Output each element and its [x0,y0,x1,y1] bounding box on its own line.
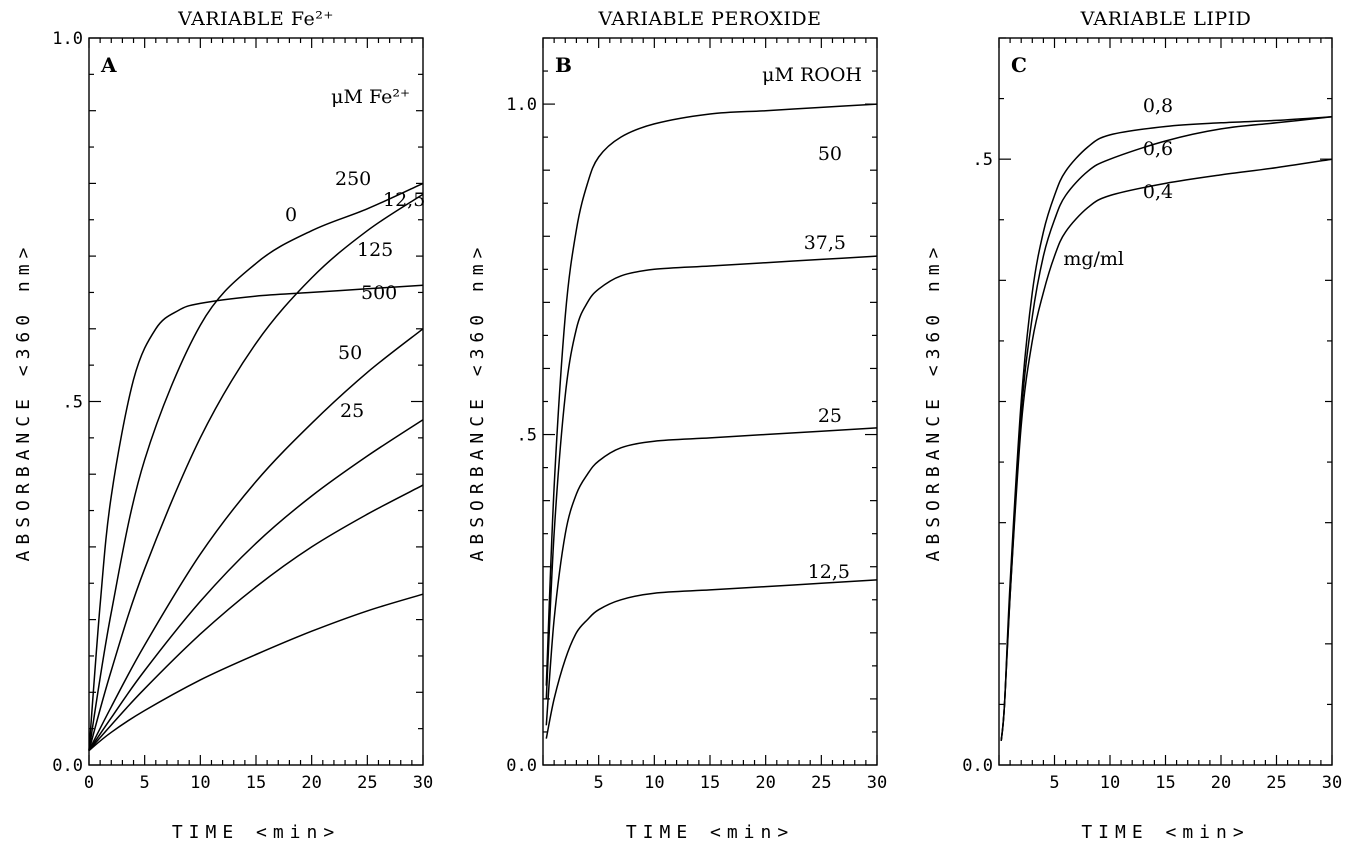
series-line-12-5 [545,579,878,739]
x-axis-label: TIME <min> [172,822,340,843]
panel-b: VARIABLE PEROXIDE B μM ROOH 5 10 15 20 25 30 0.0.… [467,8,887,843]
series-line-0-4 [1000,158,1333,741]
series-line-25 [88,419,424,751]
x-tick-label: 20 [1211,773,1231,793]
series-line-37-5 [545,255,878,699]
series-label: 500 [361,282,397,304]
series-line-500 [88,284,424,751]
series-line-0 [88,593,424,752]
series-line-125 [88,193,424,751]
series-label: 50 [338,342,362,364]
x-tick-label: 25 [811,773,831,793]
x-tick-label: 5 [1049,773,1059,793]
series-line-50 [88,328,424,751]
unit-label: mg/ml [1063,248,1124,270]
x-tick-label: 30 [413,773,433,793]
panel-a: VARIABLE Fe²⁺ AμM Fe²⁺ 0 5 10 15 20 25 30 0.0 .5 1.… [13,8,433,843]
y-axis-label: ABSORBANCE <360 nm> [923,242,944,562]
panel-c: VARIABLE LIPID Cmg/ml 5 10 15 20 25 30 0.0 .5 TIME… [923,8,1342,843]
series-line-12-5 [88,484,424,751]
x-tick-label: 5 [594,773,604,793]
y-tick-label: 0.0 [506,756,537,776]
x-axis-label: TIME <min> [1081,822,1249,843]
series-label: 125 [357,239,393,261]
series-label: 0,6 [1143,138,1173,160]
series-line-250 [88,182,424,751]
series-label: 12,5 [383,189,425,211]
series-label: 0,4 [1143,181,1173,203]
x-tick-label: 10 [190,773,210,793]
series-line-0-8 [1000,116,1333,741]
x-tick-label: 15 [246,773,266,793]
series-label: 0 [285,204,297,226]
y-axis-label: ABSORBANCE <360 nm> [467,242,488,562]
x-tick-label: 15 [700,773,720,793]
panel-label: A [100,53,117,77]
series-line-0-6 [1000,116,1333,741]
series-label: 50 [818,143,842,165]
y-tick-label: 1.0 [506,95,537,115]
panel-label: C [1011,53,1027,77]
x-tick-label: 20 [301,773,321,793]
series-label: 25 [340,400,364,422]
y-tick-label: 0.0 [962,756,993,776]
x-tick-label: 20 [755,773,775,793]
chart-title: VARIABLE LIPID [1080,8,1252,30]
x-tick-label: 5 [140,773,150,793]
series-label: 12,5 [808,561,850,583]
chart-title: VARIABLE Fe²⁺ [177,8,334,30]
x-tick-label: 30 [867,773,887,793]
series-line-25 [545,427,878,726]
x-tick-label: 10 [644,773,664,793]
x-tick-label: 0 [84,773,94,793]
y-tick-label: 0.0 [52,756,83,776]
series-label: 37,5 [804,232,846,254]
y-tick-label: .5 [973,150,993,170]
x-tick-label: 10 [1100,773,1120,793]
x-tick-label: 15 [1155,773,1175,793]
series-label: 25 [818,405,842,427]
x-tick-label: 25 [1266,773,1286,793]
y-axis-label: ABSORBANCE <360 nm> [13,242,34,562]
y-tick-label: 1.0 [52,29,83,49]
series-line-50 [545,103,878,686]
unit-label: μM ROOH [762,64,862,86]
x-axis-label: TIME <min> [626,822,794,843]
x-tick-label: 25 [357,773,377,793]
panel-label: B [555,53,572,77]
y-tick-label: .5 [517,426,537,446]
chart-title: VARIABLE PEROXIDE [597,8,821,30]
unit-label: μM Fe²⁺ [331,86,410,108]
series-label: 250 [335,168,371,190]
series-label: 0,8 [1143,95,1173,117]
x-tick-label: 30 [1322,773,1342,793]
y-tick-label: .5 [63,393,83,413]
